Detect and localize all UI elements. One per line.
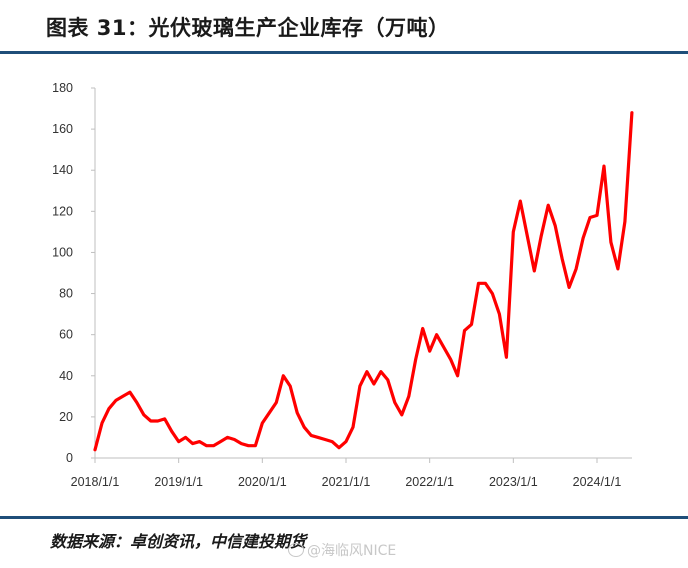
x-tick-label: 2019/1/1 — [154, 475, 203, 489]
chart-title: 图表 31：光伏玻璃生产企业库存（万吨） — [46, 16, 450, 40]
series-line-0 — [93, 111, 634, 452]
chart-axes — [94, 88, 632, 459]
top-divider — [0, 51, 688, 54]
y-tick-label: 180 — [52, 81, 73, 95]
y-tick-label: 100 — [52, 245, 73, 259]
x-tick-label: 2024/1/1 — [573, 475, 622, 489]
watermark-text: @海临风NICE — [307, 543, 397, 559]
x-tick-label: 2023/1/1 — [489, 475, 538, 489]
x-tick-label: 2018/1/1 — [71, 475, 120, 489]
source-note: 数据来源：卓创资讯，中信建投期货 — [50, 532, 307, 551]
y-tick-label: 80 — [59, 287, 73, 301]
y-tick-label: 40 — [59, 369, 73, 383]
line-chart: 0 20 40 60 80 100 120 140 160 180 2018/1/1 2019/1/… — [52, 81, 634, 489]
bottom-divider — [0, 516, 688, 519]
y-tick-label: 140 — [52, 163, 73, 177]
y-tick-label: 0 — [66, 451, 73, 465]
x-tick-label: 2022/1/1 — [405, 475, 454, 489]
weibo-icon — [288, 543, 304, 557]
series-group — [93, 111, 634, 452]
y-tick-label: 20 — [59, 410, 73, 424]
y-tick-label: 60 — [59, 328, 73, 342]
y-axis-ticks: 0 20 40 60 80 100 120 140 160 180 — [52, 81, 95, 465]
x-axis-ticks: 2018/1/1 2019/1/1 2020/1/1 2021/1/1 2022/1/1… — [71, 458, 622, 489]
x-tick-label: 2021/1/1 — [322, 475, 371, 489]
watermark: @海临风NICE — [288, 540, 396, 560]
x-tick-label: 2020/1/1 — [238, 475, 287, 489]
y-tick-label: 160 — [52, 122, 73, 136]
y-tick-label: 120 — [52, 204, 73, 218]
